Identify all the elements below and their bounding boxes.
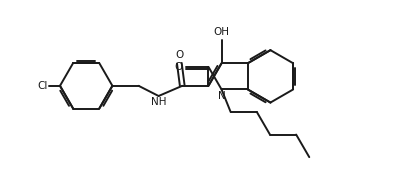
Text: O: O	[175, 62, 183, 72]
Text: NH: NH	[151, 98, 166, 108]
Text: OH: OH	[214, 27, 230, 37]
Text: Cl: Cl	[37, 81, 47, 91]
Text: N: N	[218, 91, 225, 101]
Text: O: O	[175, 50, 183, 60]
